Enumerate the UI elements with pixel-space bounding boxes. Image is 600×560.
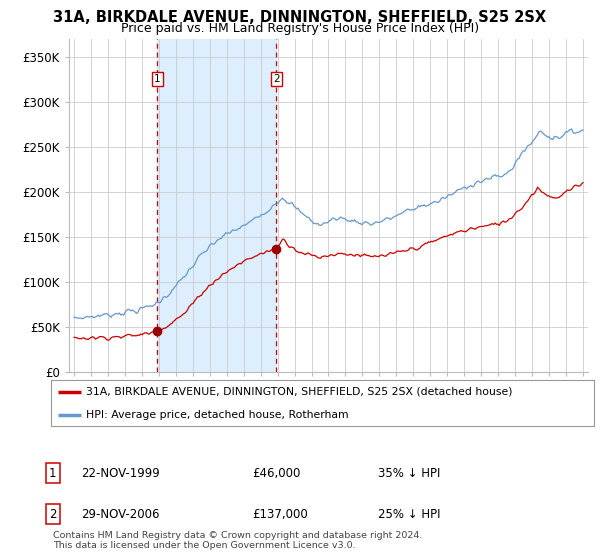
Text: 2: 2	[273, 74, 280, 84]
Text: Contains HM Land Registry data © Crown copyright and database right 2024.
This d: Contains HM Land Registry data © Crown c…	[53, 530, 422, 550]
Text: 2: 2	[49, 507, 56, 521]
Text: 25% ↓ HPI: 25% ↓ HPI	[378, 507, 440, 521]
Text: 1: 1	[49, 466, 56, 480]
Text: 1: 1	[154, 74, 160, 84]
Text: £137,000: £137,000	[252, 507, 308, 521]
Text: 29-NOV-2006: 29-NOV-2006	[81, 507, 160, 521]
Text: 35% ↓ HPI: 35% ↓ HPI	[378, 466, 440, 480]
Text: Price paid vs. HM Land Registry's House Price Index (HPI): Price paid vs. HM Land Registry's House …	[121, 22, 479, 35]
Text: 22-NOV-1999: 22-NOV-1999	[81, 466, 160, 480]
Bar	[157, 39, 276, 372]
Text: 31A, BIRKDALE AVENUE, DINNINGTON, SHEFFIELD, S25 2SX (detached house): 31A, BIRKDALE AVENUE, DINNINGTON, SHEFFI…	[86, 386, 513, 396]
Text: £46,000: £46,000	[252, 466, 301, 480]
Text: HPI: Average price, detached house, Rotherham: HPI: Average price, detached house, Roth…	[86, 410, 349, 421]
Text: 31A, BIRKDALE AVENUE, DINNINGTON, SHEFFIELD, S25 2SX: 31A, BIRKDALE AVENUE, DINNINGTON, SHEFFI…	[53, 10, 547, 25]
